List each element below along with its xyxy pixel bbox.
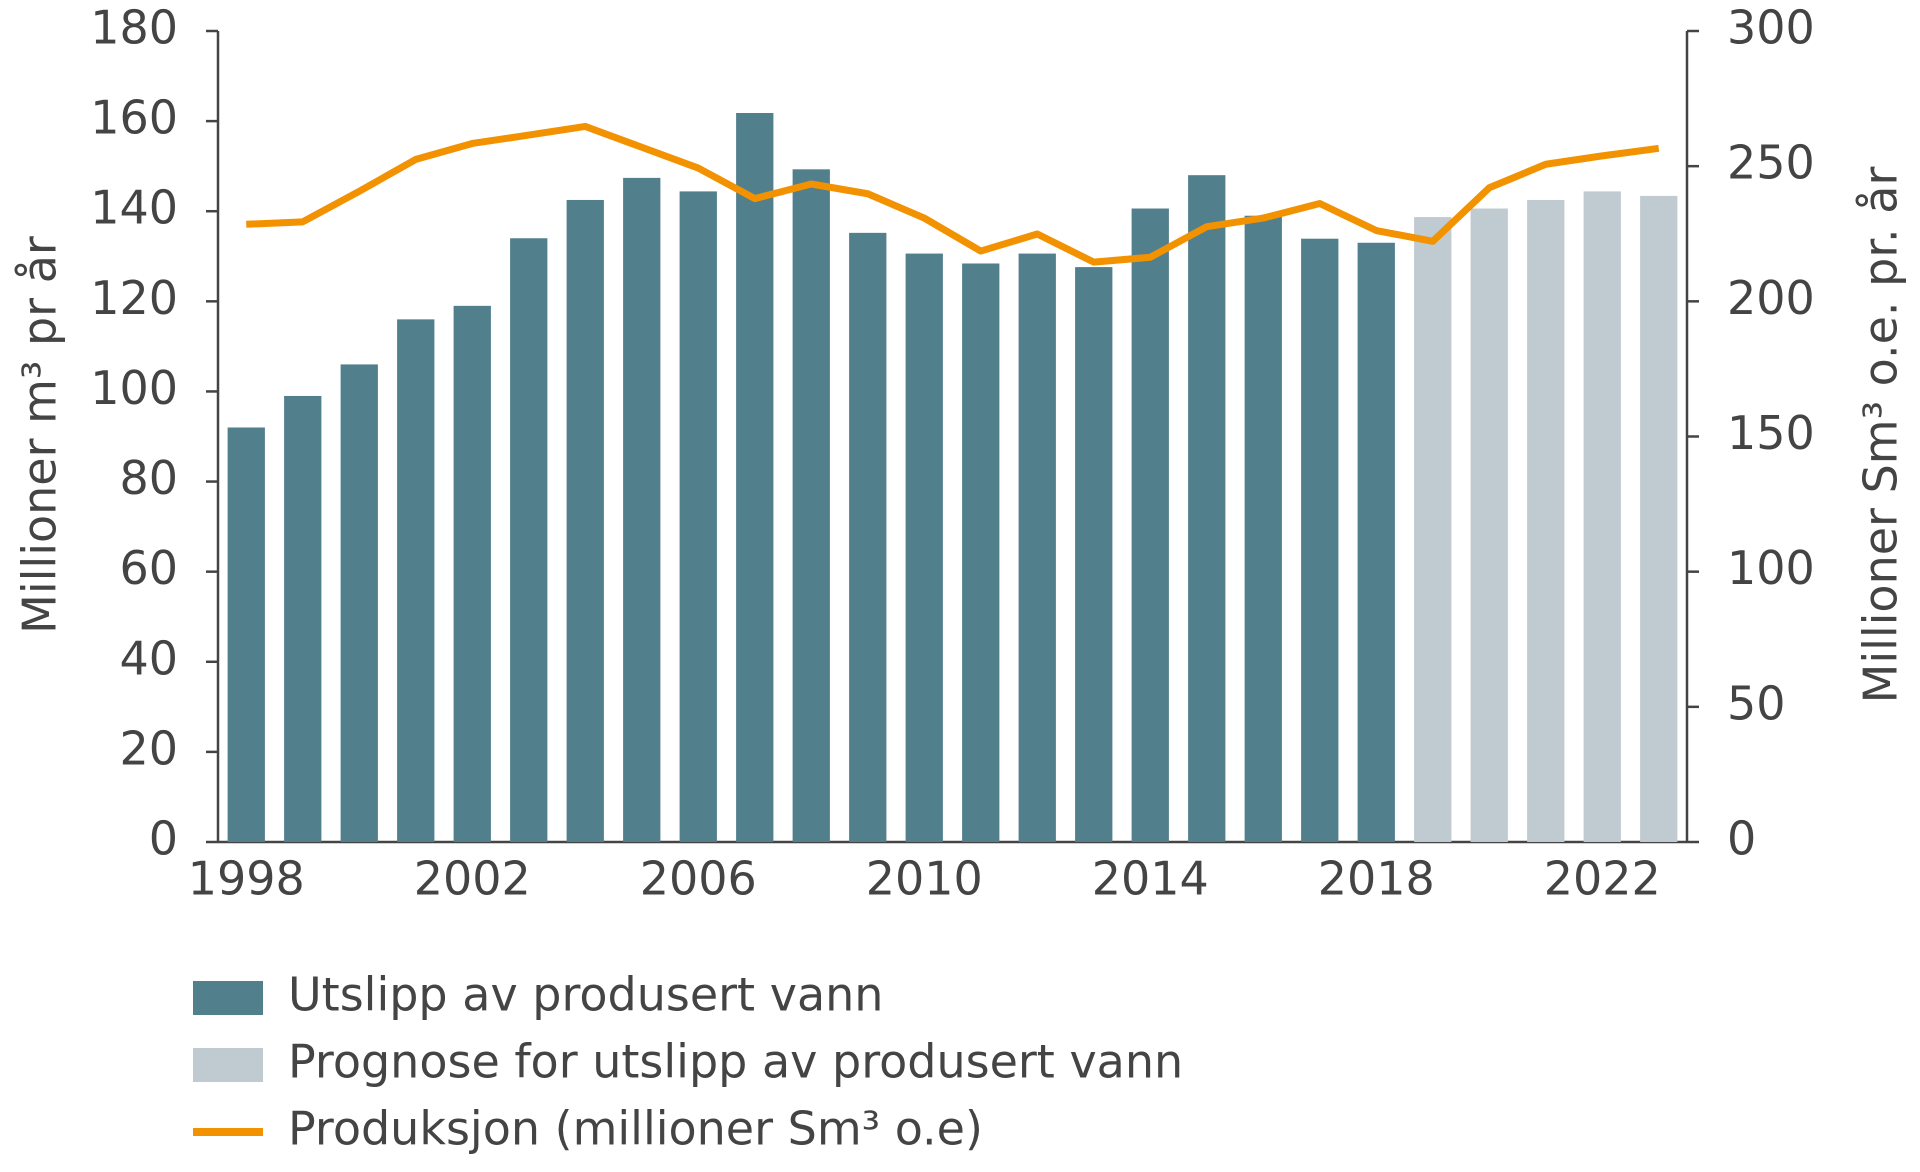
bar xyxy=(227,427,265,842)
y2-tick-label: 200 xyxy=(1727,271,1815,325)
y-tick-label: 40 xyxy=(119,631,178,685)
bar xyxy=(1018,253,1056,842)
legend-swatch xyxy=(193,1048,263,1082)
y-tick-label: 180 xyxy=(90,1,178,55)
y-tick-label: 160 xyxy=(90,91,178,145)
bar xyxy=(1527,199,1565,843)
bar xyxy=(849,232,887,843)
x-tick-label: 1998 xyxy=(188,852,305,906)
legend-label: Prognose for utslipp av produsert vann xyxy=(288,1035,1183,1089)
bar xyxy=(1414,217,1452,842)
bar xyxy=(1131,208,1169,842)
y-tick-label: 100 xyxy=(90,361,178,415)
bar xyxy=(1188,175,1226,842)
bar xyxy=(566,199,604,843)
y-tick-label: 60 xyxy=(119,541,178,595)
bar xyxy=(736,113,774,843)
legend-label: Utslipp av produsert vann xyxy=(288,968,883,1022)
bar xyxy=(623,177,661,842)
bar xyxy=(453,305,491,843)
bar xyxy=(284,395,322,842)
bar xyxy=(1075,267,1113,842)
y2-tick-label: 0 xyxy=(1727,812,1756,866)
y-tick-label: 80 xyxy=(119,451,178,505)
x-tick-label: 2006 xyxy=(640,852,757,906)
bar xyxy=(792,169,830,842)
bar xyxy=(1244,215,1282,842)
bar xyxy=(962,263,1000,842)
bar xyxy=(679,191,717,843)
bar xyxy=(1583,191,1621,843)
bar xyxy=(1470,208,1508,842)
y-tick-label: 120 xyxy=(90,271,178,325)
bar xyxy=(397,319,435,842)
bar xyxy=(1640,195,1678,843)
legend-swatch xyxy=(193,981,263,1015)
y2-axis-title: Millioner Sm³ o.e. pr. år xyxy=(1854,167,1908,704)
bar xyxy=(1357,242,1395,842)
y-tick-label: 0 xyxy=(149,812,178,866)
bar xyxy=(905,253,943,842)
bar xyxy=(1301,238,1339,842)
x-tick-label: 2002 xyxy=(414,852,531,906)
line xyxy=(246,122,1660,266)
y-tick-label: 140 xyxy=(90,181,178,235)
bar xyxy=(510,238,548,842)
y2-tick-label: 250 xyxy=(1727,136,1815,190)
x-tick-label: 2014 xyxy=(1092,852,1209,906)
x-tick-label: 2010 xyxy=(866,852,983,906)
legend-label: Produksjon (millioner Sm³ o.e) xyxy=(288,1102,983,1156)
y-axis-title: Millioner m³ pr år xyxy=(13,236,67,634)
y2-tick-label: 100 xyxy=(1727,541,1815,595)
y2-tick-label: 150 xyxy=(1727,406,1815,460)
y2-tick-label: 300 xyxy=(1727,1,1815,55)
bar xyxy=(340,364,378,842)
y2-tick-label: 50 xyxy=(1727,676,1786,730)
x-tick-label: 2018 xyxy=(1318,852,1435,906)
y-tick-label: 20 xyxy=(119,721,178,775)
x-tick-label: 2022 xyxy=(1544,852,1661,906)
